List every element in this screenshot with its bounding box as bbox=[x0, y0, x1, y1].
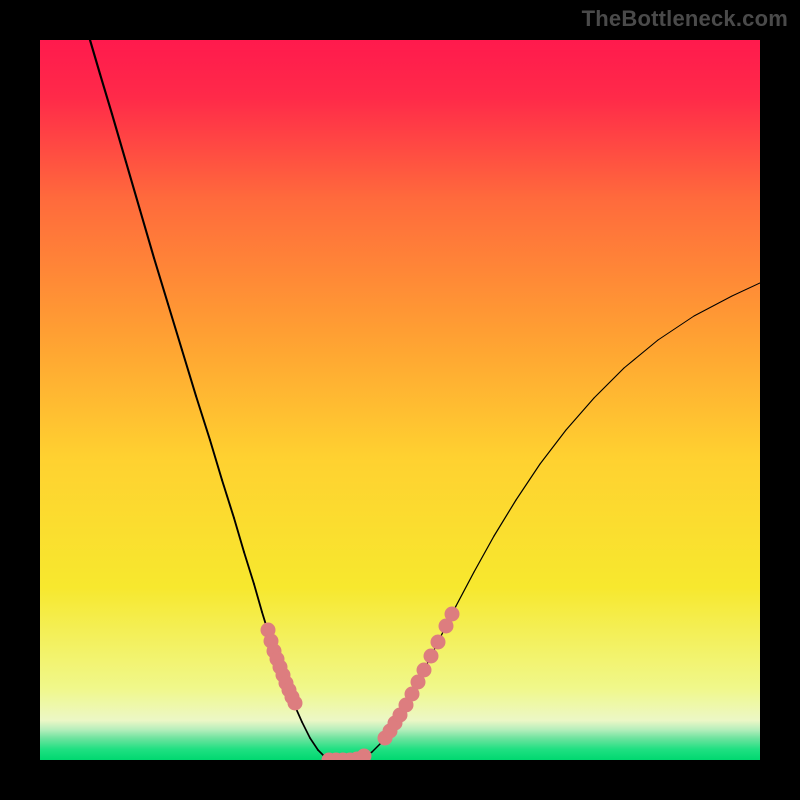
highlight-dot bbox=[424, 649, 439, 664]
chart-frame: TheBottleneck.com bbox=[0, 0, 800, 800]
chart-svg bbox=[40, 40, 760, 760]
gradient-background bbox=[40, 40, 760, 760]
plot-area bbox=[40, 40, 760, 760]
highlight-dot bbox=[431, 635, 446, 650]
highlight-dot bbox=[417, 663, 432, 678]
highlight-dot bbox=[445, 607, 460, 622]
watermark-text: TheBottleneck.com bbox=[582, 6, 788, 32]
highlight-dot bbox=[288, 696, 303, 711]
